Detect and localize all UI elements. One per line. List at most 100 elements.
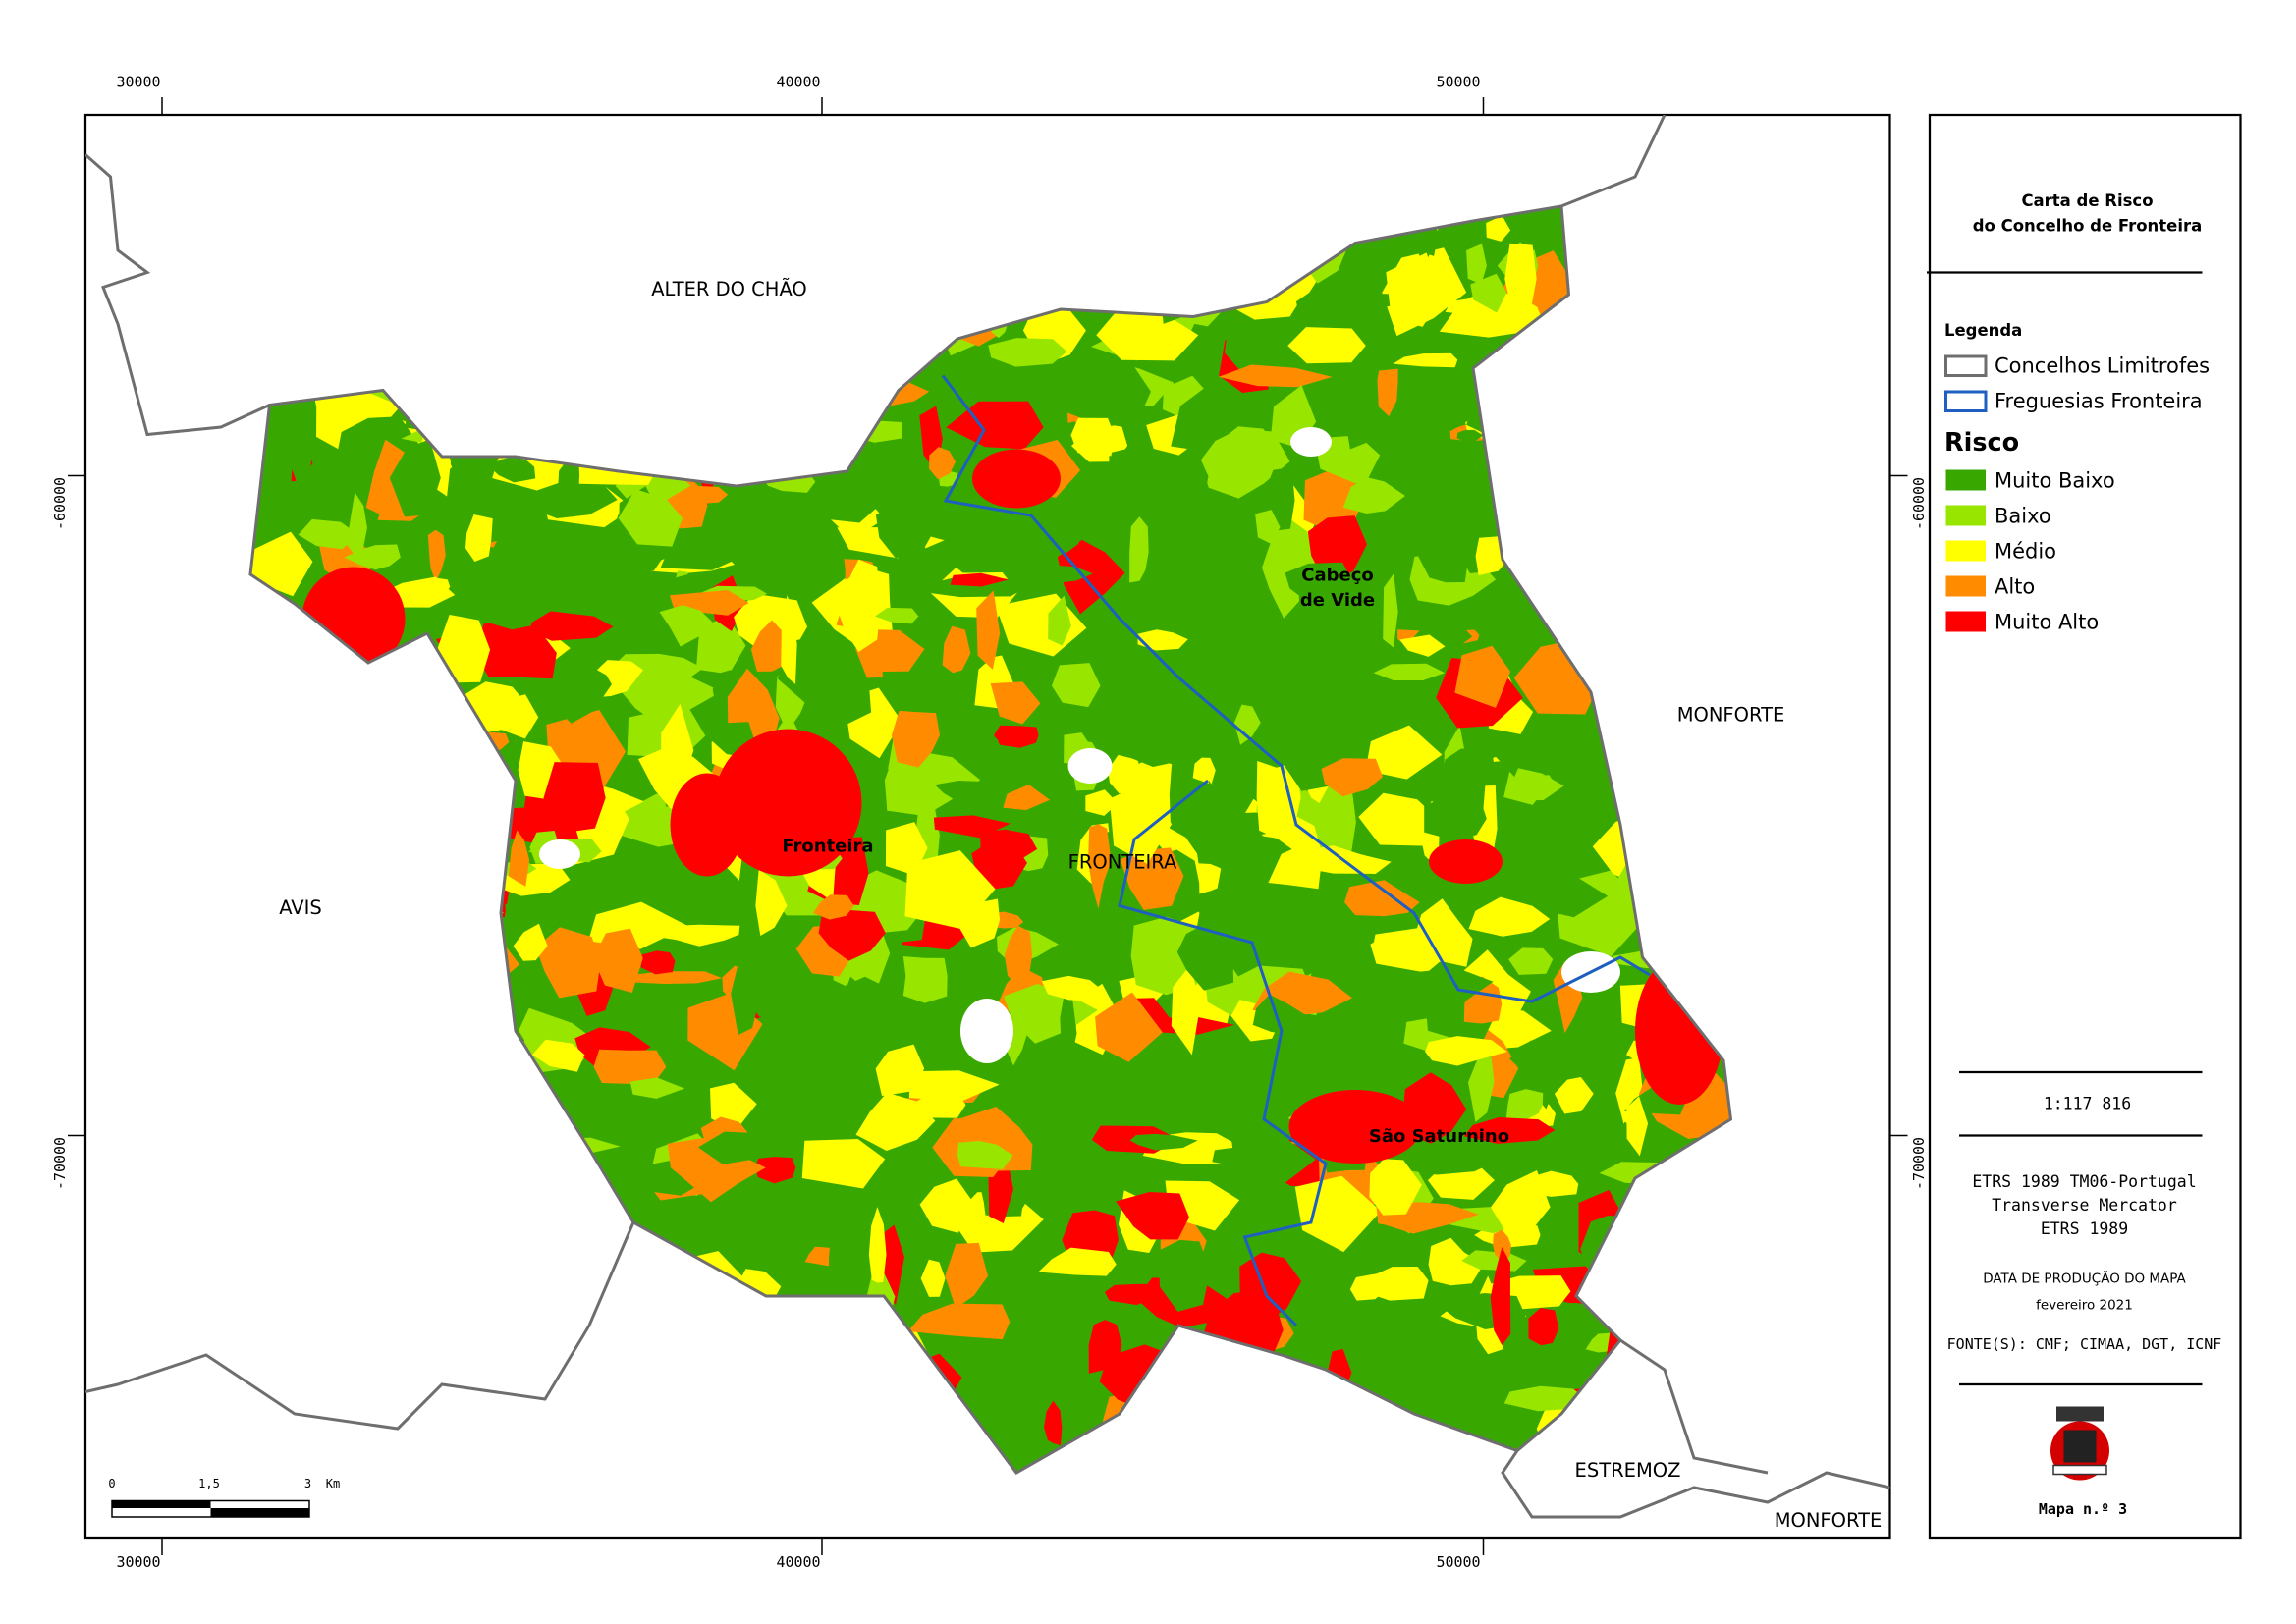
risk-patch <box>1373 663 1446 680</box>
risk-patch <box>1454 645 1511 708</box>
risk-patch <box>855 1092 936 1151</box>
risk-patch <box>1317 780 1356 862</box>
risk-patch <box>1510 768 1564 801</box>
risk-patch <box>902 476 928 560</box>
map-title: do Concelho de Fronteira <box>1973 216 2203 235</box>
risk-patch <box>943 542 1024 573</box>
risk-patch <box>1508 947 1554 975</box>
risk-patch <box>1503 1385 1585 1412</box>
emblem-ribbon <box>2052 1464 2107 1476</box>
risk-patch <box>919 1178 975 1233</box>
neighbour-label: ESTREMOZ <box>1575 1459 1681 1482</box>
grid-label: 40000 <box>776 1553 820 1571</box>
risk-patch <box>1465 1361 1529 1429</box>
risk-patch <box>755 1157 796 1184</box>
risk-patch <box>818 909 886 961</box>
risk-patch <box>1088 824 1112 909</box>
risk-patch <box>1344 648 1433 666</box>
risk-patch <box>809 1063 857 1116</box>
date-heading: DATA DE PRODUÇÃO DO MAPA <box>1983 1270 2186 1286</box>
scalebar-segment <box>210 1507 310 1517</box>
no-data-area <box>1289 426 1332 457</box>
grid-ticks <box>68 96 1908 1555</box>
risk-patch <box>691 485 729 505</box>
risk-patch <box>1179 445 1209 514</box>
place-label: FRONTEIRA <box>1068 850 1177 873</box>
risk-patch <box>1413 898 1473 967</box>
risk-patch <box>1358 792 1437 846</box>
risk-patch <box>750 502 794 536</box>
risk-patch <box>1205 780 1230 870</box>
risk-patch <box>827 492 877 523</box>
risk-patch <box>840 976 861 1038</box>
grid-label: -60000 <box>1910 477 1928 530</box>
legend-label: Muito Alto <box>1995 610 2099 633</box>
risk-patch <box>1342 476 1405 514</box>
risk-patch <box>788 507 827 586</box>
map-title: Carta de Risco <box>2021 191 2153 210</box>
risk-patch <box>593 928 643 993</box>
neighbour-label: MONFORTE <box>1775 1509 1883 1532</box>
risk-patch <box>971 449 1061 509</box>
risk-patch <box>1070 417 1115 457</box>
risk-patch <box>1063 1094 1143 1124</box>
legend-items: Concelhos Limitrofes Freguesias Fronteira… <box>1943 353 2210 633</box>
risk-patch <box>1233 704 1261 745</box>
projection-text: Transverse Mercator <box>1992 1196 2177 1215</box>
legend-heading: Risco <box>1944 428 2019 458</box>
place-label: São Saturnino <box>1369 1126 1509 1147</box>
neighbour-label: MONFORTE <box>1677 703 1785 726</box>
risk-patch <box>1101 737 1208 768</box>
risk-patch <box>945 1242 989 1309</box>
risk-patch <box>1505 1089 1544 1120</box>
risk-patch <box>1088 1320 1122 1374</box>
risk-patch <box>1012 564 1093 585</box>
risk-patch <box>1314 435 1381 487</box>
place-label: Fronteira <box>782 836 873 856</box>
risk-patch <box>1214 864 1255 949</box>
grid-label: -60000 <box>51 477 69 530</box>
risk-patch <box>288 414 312 499</box>
risk-patch <box>1238 1198 1311 1242</box>
risk-patch <box>531 1039 585 1072</box>
grid-labels: 30000 40000 50000 30000 40000 50000 -600… <box>51 73 1928 1570</box>
risk-patch <box>731 954 761 1036</box>
legend-swatch <box>1945 469 1986 491</box>
risk-patch <box>1057 539 1125 615</box>
legend-label: Baixo <box>1995 504 2051 527</box>
risk-patch <box>1321 758 1384 797</box>
risk-patch <box>1171 964 1201 1056</box>
risk-patch <box>1370 526 1402 564</box>
legend-heading: Legenda <box>1944 321 2022 340</box>
risk-patch <box>1285 562 1353 602</box>
risk-patch <box>1491 733 1588 778</box>
scale-text: 1:117 816 <box>2044 1094 2131 1112</box>
risk-patch <box>618 489 683 547</box>
risk-patch <box>549 650 612 724</box>
legend-swatch <box>1945 575 1986 597</box>
emblem-castle <box>2063 1430 2097 1463</box>
risk-patch <box>1131 1065 1207 1110</box>
risk-patch <box>714 729 862 877</box>
legend-panel <box>1928 113 2242 1540</box>
risk-patch <box>1345 408 1390 450</box>
risk-patch <box>874 607 919 624</box>
risk-patch <box>1129 1133 1198 1151</box>
boundary <box>1501 1449 1890 1519</box>
risk-patch <box>1048 595 1071 646</box>
risk-patch <box>1003 785 1051 811</box>
risk-patch <box>1393 352 1458 368</box>
boundary <box>1560 114 1667 208</box>
risk-patch <box>1158 1239 1211 1312</box>
risk-patch <box>1468 1038 1495 1122</box>
risk-patch <box>437 614 491 683</box>
risk-patch <box>529 611 614 641</box>
risk-patch <box>1128 703 1160 742</box>
no-data-area <box>1067 747 1113 784</box>
risk-patch <box>942 625 971 674</box>
legend-label: Freguesias Fronteira <box>1995 389 2203 412</box>
risk-patch <box>1490 1247 1511 1346</box>
place-label: Cabeço <box>1301 565 1373 585</box>
risk-patch <box>640 950 676 975</box>
risk-patch <box>777 632 872 731</box>
